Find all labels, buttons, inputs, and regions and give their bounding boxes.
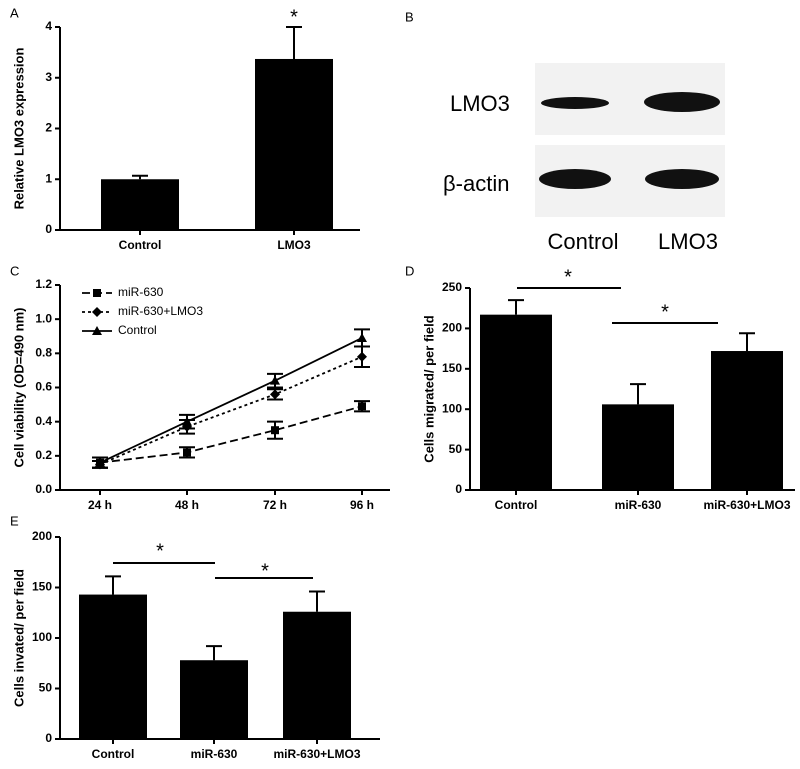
y-tick-label: 0 bbox=[45, 731, 52, 745]
error-bar bbox=[309, 590, 325, 612]
x-tick-label: miR-630 bbox=[615, 498, 662, 512]
error-bar bbox=[739, 332, 755, 352]
significance-mark: * bbox=[156, 540, 164, 562]
series-line bbox=[99, 355, 363, 466]
x-tick-label: miR-630+LMO3 bbox=[703, 498, 790, 512]
y-tick-label: 1.0 bbox=[35, 311, 52, 325]
marker bbox=[182, 416, 192, 426]
marker bbox=[92, 307, 102, 317]
error-bar bbox=[286, 26, 302, 59]
x-tick-label: 72 h bbox=[263, 498, 287, 512]
legend-label: miR-630 bbox=[118, 285, 164, 299]
row-label: β-actin bbox=[443, 171, 509, 196]
y-tick-label: 200 bbox=[32, 529, 52, 543]
error-bar bbox=[508, 299, 524, 315]
y-tick-label: 100 bbox=[442, 401, 462, 415]
y-tick-label: 3 bbox=[45, 70, 52, 84]
legend-label: miR-630+LMO3 bbox=[118, 304, 203, 318]
bar bbox=[101, 179, 179, 230]
y-axis-label: Cell viability (OD=490 nm) bbox=[11, 307, 26, 467]
error-bar bbox=[630, 383, 646, 405]
y-tick-label: 1.2 bbox=[35, 277, 52, 291]
marker bbox=[93, 289, 101, 297]
panel-label: C bbox=[10, 263, 19, 278]
marker bbox=[271, 426, 279, 435]
x-tick-label: 24 h bbox=[88, 498, 112, 512]
band bbox=[541, 97, 609, 109]
y-axis-label: Cells invated/ per field bbox=[11, 569, 26, 707]
y-tick-label: 0 bbox=[455, 482, 462, 496]
marker bbox=[95, 457, 105, 467]
x-tick-label: miR-630+LMO3 bbox=[273, 747, 360, 761]
significance-mark: * bbox=[290, 6, 298, 28]
y-tick-label: 0.2 bbox=[35, 448, 52, 462]
marker bbox=[270, 375, 280, 385]
x-tick-label: Control bbox=[495, 498, 538, 512]
x-tick-label: 48 h bbox=[175, 498, 199, 512]
y-tick-label: 250 bbox=[442, 280, 462, 294]
error-bar bbox=[132, 174, 148, 180]
blot-panel: B LMO3 β-actin Control LMO3 bbox=[405, 9, 725, 254]
marker bbox=[270, 389, 280, 400]
y-tick-label: 1 bbox=[45, 171, 52, 185]
y-tick-label: 200 bbox=[442, 321, 462, 335]
series-line bbox=[99, 405, 363, 464]
column-label: LMO3 bbox=[658, 229, 718, 254]
band bbox=[644, 92, 720, 112]
y-tick-label: 150 bbox=[442, 361, 462, 375]
y-tick-label: 50 bbox=[449, 442, 463, 456]
error-bar bbox=[206, 645, 222, 661]
panel-label: B bbox=[405, 9, 414, 24]
y-axis-label: Cells migrated/ per field bbox=[421, 315, 436, 462]
y-tick-label: 0.8 bbox=[35, 346, 52, 360]
y-axis-label: Relative LMO3 expression bbox=[11, 48, 26, 210]
marker bbox=[357, 351, 367, 362]
x-tick-label: 96 h bbox=[350, 498, 374, 512]
x-tick-label: LMO3 bbox=[277, 238, 311, 252]
y-tick-label: 0.0 bbox=[35, 482, 52, 496]
error-bar bbox=[105, 575, 121, 595]
legend-label: Control bbox=[118, 323, 157, 337]
bar bbox=[602, 404, 674, 490]
significance-mark: * bbox=[261, 560, 269, 582]
bar bbox=[283, 611, 351, 739]
x-tick-label: Control bbox=[92, 747, 135, 761]
significance-mark: * bbox=[564, 266, 572, 288]
marker bbox=[92, 326, 102, 335]
y-tick-label: 0.4 bbox=[35, 414, 52, 428]
y-tick-label: 100 bbox=[32, 630, 52, 644]
x-tick-label: miR-630 bbox=[191, 747, 238, 761]
marker bbox=[358, 402, 366, 411]
y-tick-label: 150 bbox=[32, 580, 52, 594]
panel-label: E bbox=[10, 513, 19, 528]
marker bbox=[357, 332, 367, 342]
bar bbox=[180, 660, 248, 739]
row-label: LMO3 bbox=[450, 91, 510, 116]
column-label: Control bbox=[548, 229, 619, 254]
marker bbox=[183, 448, 191, 457]
significance-mark: * bbox=[661, 301, 669, 323]
bar bbox=[711, 351, 783, 490]
y-tick-label: 2 bbox=[45, 121, 52, 135]
bar bbox=[255, 58, 333, 230]
band bbox=[539, 169, 611, 189]
series-line bbox=[99, 337, 363, 464]
panel-label: A bbox=[10, 5, 19, 20]
y-tick-label: 4 bbox=[45, 19, 52, 33]
bar bbox=[480, 314, 552, 490]
y-tick-label: 0.6 bbox=[35, 380, 52, 394]
band bbox=[645, 169, 719, 189]
y-tick-label: 0 bbox=[45, 222, 52, 236]
x-tick-label: Control bbox=[119, 238, 162, 252]
y-tick-label: 50 bbox=[39, 681, 53, 695]
bar bbox=[79, 594, 147, 739]
panel-label: D bbox=[405, 263, 414, 278]
